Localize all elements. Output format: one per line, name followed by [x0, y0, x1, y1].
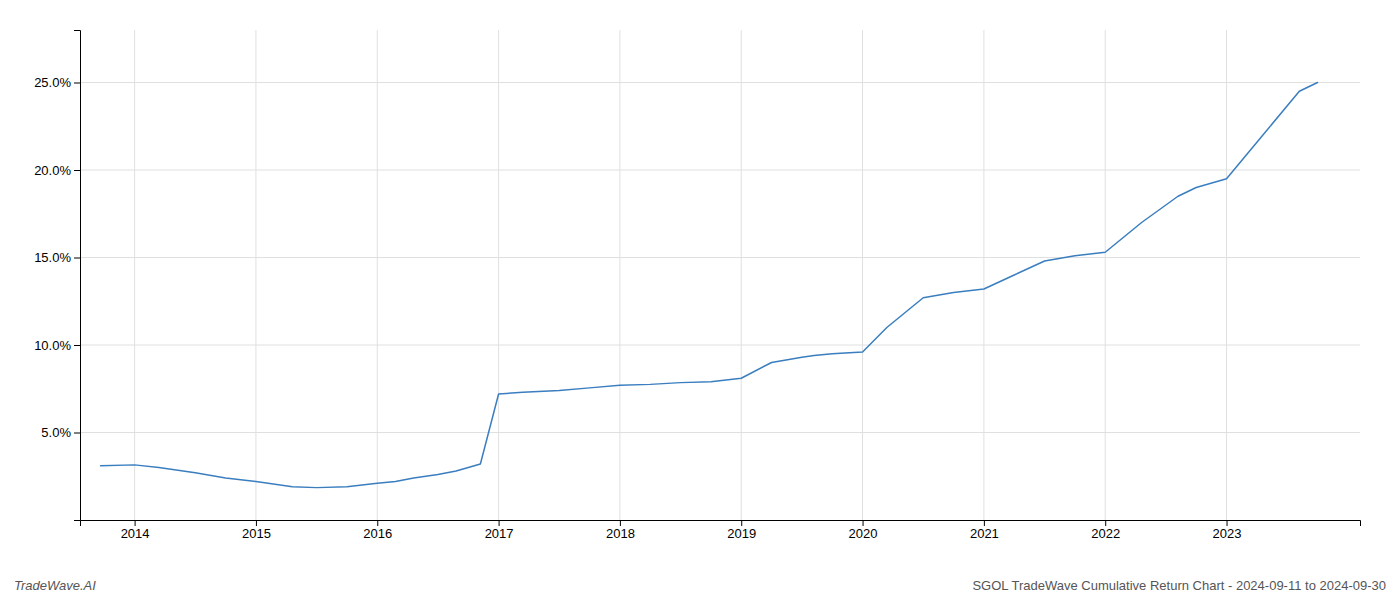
- grid-line-x: [983, 30, 984, 520]
- x-tick-label: 2015: [242, 526, 271, 541]
- x-tick-mark: [135, 520, 136, 526]
- x-tick-mark: [499, 520, 500, 526]
- x-tick: 2020: [849, 520, 878, 541]
- x-tick-label: 2021: [970, 526, 999, 541]
- x-tick-mark: [741, 520, 742, 526]
- y-tick: 10.0%: [34, 338, 80, 353]
- x-axis-line: [81, 521, 1361, 527]
- y-tick-label: 20.0%: [34, 163, 71, 178]
- x-tick: 2016: [363, 520, 392, 541]
- y-tick-mark: [74, 258, 80, 259]
- y-tick-label: 10.0%: [34, 338, 71, 353]
- x-tick: 2022: [1091, 520, 1120, 541]
- x-tick: 2014: [121, 520, 150, 541]
- x-tick-mark: [863, 520, 864, 526]
- y-tick-mark: [74, 170, 80, 171]
- grid-line-y: [80, 432, 1360, 433]
- y-tick-mark: [74, 433, 80, 434]
- grid-line-x: [862, 30, 863, 520]
- x-tick: 2023: [1213, 520, 1242, 541]
- chart: 2014 2015 2016 2017 2018 2019 2020 2021 2022 2023…: [0, 0, 1400, 600]
- x-tick-label: 2023: [1213, 526, 1242, 541]
- x-axis: 2014 2015 2016 2017 2018 2019 2020 2021 2022 2023: [81, 520, 1361, 541]
- y-tick-mark: [74, 345, 80, 346]
- x-tick-label: 2014: [121, 526, 150, 541]
- x-tick: 2015: [242, 520, 271, 541]
- footer-right: SGOL TradeWave Cumulative Return Chart -…: [972, 578, 1386, 593]
- x-tick-label: 2016: [363, 526, 392, 541]
- x-tick-mark: [377, 520, 378, 526]
- line: [101, 83, 1318, 488]
- x-tick-mark: [984, 520, 985, 526]
- y-tick: 5.0%: [41, 425, 80, 440]
- annotations: TradeWave.AI SGOL TradeWave Cumulative Re…: [14, 578, 1386, 593]
- x-tick-mark: [620, 520, 621, 526]
- y-tick: 20.0%: [34, 163, 80, 178]
- x-tick-mark: [1227, 520, 1228, 526]
- grid-line-x: [1226, 30, 1227, 520]
- grid-line-x: [255, 30, 256, 520]
- y-axis-line: [74, 31, 81, 521]
- grid-line-x: [377, 30, 378, 520]
- grid-line-y: [80, 257, 1360, 258]
- grid-line-x: [1105, 30, 1106, 520]
- y-tick-label: 25.0%: [34, 75, 71, 90]
- grid-line-x: [498, 30, 499, 520]
- grid-line-x: [134, 30, 135, 520]
- footer-left: TradeWave.AI: [14, 578, 96, 593]
- y-tick: 25.0%: [34, 75, 80, 90]
- y-tick-mark: [74, 83, 80, 84]
- grid: [80, 30, 1360, 520]
- grid-line-y: [80, 82, 1360, 83]
- y-tick-label: 5.0%: [41, 425, 71, 440]
- grid-line-x: [741, 30, 742, 520]
- x-tick-label: 2018: [606, 526, 635, 541]
- x-tick-label: 2019: [727, 526, 756, 541]
- x-tick: 2018: [606, 520, 635, 541]
- y-tick-label: 15.0%: [34, 250, 71, 265]
- plot: 2014 2015 2016 2017 2018 2019 2020 2021 2022 2023…: [34, 30, 1360, 541]
- x-tick: 2017: [485, 520, 514, 541]
- y-tick: 15.0%: [34, 250, 80, 265]
- x-tick-label: 2017: [485, 526, 514, 541]
- x-tick: 2019: [727, 520, 756, 541]
- marks: [101, 83, 1318, 488]
- y-axis: 5.0% 10.0% 15.0% 20.0% 25.0%: [34, 31, 80, 521]
- grid-line-y: [80, 345, 1360, 346]
- x-tick-mark: [1105, 520, 1106, 526]
- x-tick-label: 2022: [1091, 526, 1120, 541]
- grid-line-x: [619, 30, 620, 520]
- x-tick-label: 2020: [849, 526, 878, 541]
- grid-line-y: [80, 170, 1360, 171]
- x-tick: 2021: [970, 520, 999, 541]
- x-tick-mark: [256, 520, 257, 526]
